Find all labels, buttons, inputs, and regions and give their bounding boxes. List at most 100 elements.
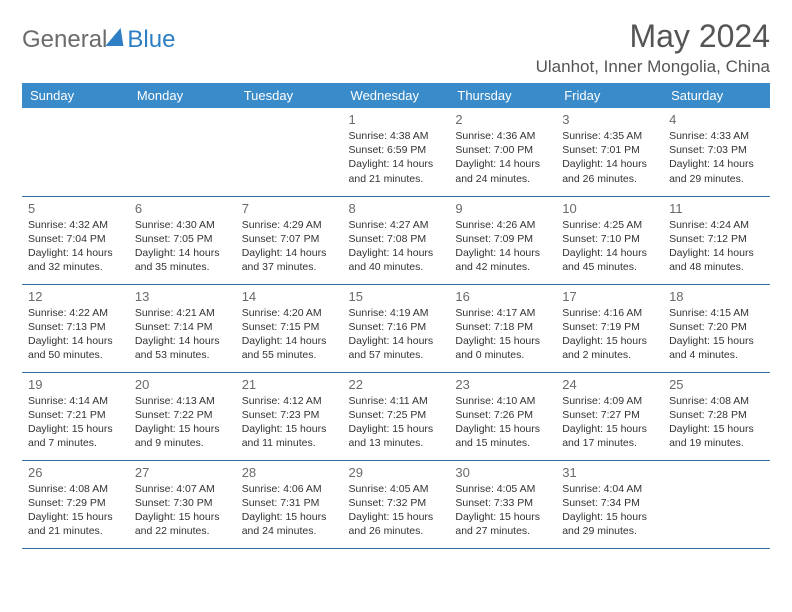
day-info: Sunrise: 4:21 AMSunset: 7:14 PMDaylight:…	[135, 306, 230, 363]
day-number: 23	[455, 377, 550, 392]
calendar-day-cell: 24Sunrise: 4:09 AMSunset: 7:27 PMDayligh…	[556, 372, 663, 460]
day-number: 20	[135, 377, 230, 392]
day-number: 19	[28, 377, 123, 392]
calendar-day-cell	[129, 108, 236, 196]
day-number: 5	[28, 201, 123, 216]
calendar-grid: SundayMondayTuesdayWednesdayThursdayFrid…	[22, 83, 770, 549]
calendar-day-cell: 22Sunrise: 4:11 AMSunset: 7:25 PMDayligh…	[343, 372, 450, 460]
calendar-day-cell: 26 Sunrise: 4:08 AMSunset: 7:29 PMDayligh…	[22, 460, 129, 548]
day-number: 25	[669, 377, 764, 392]
day-number: 27	[135, 465, 230, 480]
day-info: Sunrise: 4:19 AMSunset: 7:16 PMDaylight:…	[349, 306, 444, 363]
calendar-day-cell: 9Sunrise: 4:26 AMSunset: 7:09 PMDaylight…	[449, 196, 556, 284]
calendar-day-cell: 11Sunrise: 4:24 AMSunset: 7:12 PMDayligh…	[663, 196, 770, 284]
logo-triangle-icon	[106, 28, 127, 46]
calendar-day-cell	[22, 108, 129, 196]
day-info: Sunrise: 4:26 AMSunset: 7:09 PMDaylight:…	[455, 218, 550, 275]
logo-text-blue: Blue	[127, 26, 175, 54]
calendar-day-cell: 12Sunrise: 4:22 AMSunset: 7:13 PMDayligh…	[22, 284, 129, 372]
day-number: 4	[669, 112, 764, 127]
day-number: 26	[28, 465, 123, 480]
day-info: Sunrise: 4:33 AMSunset: 7:03 PMDaylight:…	[669, 129, 764, 186]
day-info: Sunrise: 4:12 AMSunset: 7:23 PMDaylight:…	[242, 394, 337, 451]
calendar-day-cell: 13 Sunrise: 4:21 AMSunset: 7:14 PMDayligh…	[129, 284, 236, 372]
day-info: Sunrise: 4:07 AMSunset: 7:30 PMDaylight:…	[135, 482, 230, 539]
day-number: 21	[242, 377, 337, 392]
page-header: General Blue May 2024 Ulanhot, Inner Mon…	[22, 18, 770, 77]
calendar-day-cell: 1 Sunrise: 4:38 AMSunset: 6:59 PMDaylight…	[343, 108, 450, 196]
calendar-day-cell: 18Sunrise: 4:15 AMSunset: 7:20 PMDayligh…	[663, 284, 770, 372]
day-header-cell: Monday	[129, 83, 236, 108]
day-number: 16	[455, 289, 550, 304]
calendar-day-cell: 28 Sunrise: 4:06 AMSunset: 7:31 PMDayligh…	[236, 460, 343, 548]
day-info: Sunrise: 4:22 AMSunset: 7:13 PMDaylight:…	[28, 306, 123, 363]
day-info: Sunrise: 4:11 AMSunset: 7:25 PMDaylight:…	[349, 394, 444, 451]
calendar-day-cell: 21 Sunrise: 4:12 AMSunset: 7:23 PMDayligh…	[236, 372, 343, 460]
calendar-day-cell: 7 Sunrise: 4:29 AMSunset: 7:07 PMDaylight…	[236, 196, 343, 284]
calendar-day-cell: 20 Sunrise: 4:13 AMSunset: 7:22 PMDayligh…	[129, 372, 236, 460]
day-number: 29	[349, 465, 444, 480]
day-info: Sunrise: 4:13 AMSunset: 7:22 PMDaylight:…	[135, 394, 230, 451]
day-number: 7	[242, 201, 337, 216]
calendar-day-cell: 6 Sunrise: 4:30 AMSunset: 7:05 PMDaylight…	[129, 196, 236, 284]
day-number: 14	[242, 289, 337, 304]
calendar-day-cell: 16 Sunrise: 4:17 AMSunset: 7:18 PMDayligh…	[449, 284, 556, 372]
day-number: 10	[562, 201, 657, 216]
calendar-week-row: 19Sunrise: 4:14 AMSunset: 7:21 PMDayligh…	[22, 372, 770, 460]
month-title: May 2024	[536, 18, 770, 55]
day-info: Sunrise: 4:06 AMSunset: 7:31 PMDaylight:…	[242, 482, 337, 539]
day-info: Sunrise: 4:10 AMSunset: 7:26 PMDaylight:…	[455, 394, 550, 451]
day-info: Sunrise: 4:36 AMSunset: 7:00 PMDaylight:…	[455, 129, 550, 186]
day-header-cell: Saturday	[663, 83, 770, 108]
day-info: Sunrise: 4:05 AMSunset: 7:33 PMDaylight:…	[455, 482, 550, 539]
day-info: Sunrise: 4:29 AMSunset: 7:07 PMDaylight:…	[242, 218, 337, 275]
day-info: Sunrise: 4:32 AMSunset: 7:04 PMDaylight:…	[28, 218, 123, 275]
day-header-row: SundayMondayTuesdayWednesdayThursdayFrid…	[22, 83, 770, 108]
day-number: 6	[135, 201, 230, 216]
day-info: Sunrise: 4:04 AMSunset: 7:34 PMDaylight:…	[562, 482, 657, 539]
day-info: Sunrise: 4:20 AMSunset: 7:15 PMDaylight:…	[242, 306, 337, 363]
day-number: 15	[349, 289, 444, 304]
calendar-day-cell: 31 Sunrise: 4:04 AMSunset: 7:34 PMDayligh…	[556, 460, 663, 548]
day-number: 8	[349, 201, 444, 216]
calendar-day-cell: 27 Sunrise: 4:07 AMSunset: 7:30 PMDayligh…	[129, 460, 236, 548]
day-info: Sunrise: 4:25 AMSunset: 7:10 PMDaylight:…	[562, 218, 657, 275]
day-number: 13	[135, 289, 230, 304]
day-info: Sunrise: 4:30 AMSunset: 7:05 PMDaylight:…	[135, 218, 230, 275]
day-info: Sunrise: 4:35 AMSunset: 7:01 PMDaylight:…	[562, 129, 657, 186]
day-info: Sunrise: 4:27 AMSunset: 7:08 PMDaylight:…	[349, 218, 444, 275]
day-info: Sunrise: 4:09 AMSunset: 7:27 PMDaylight:…	[562, 394, 657, 451]
calendar-week-row: 1 Sunrise: 4:38 AMSunset: 6:59 PMDaylight…	[22, 108, 770, 196]
day-info: Sunrise: 4:38 AMSunset: 6:59 PMDaylight:…	[349, 129, 444, 186]
calendar-day-cell: 15 Sunrise: 4:19 AMSunset: 7:16 PMDayligh…	[343, 284, 450, 372]
calendar-week-row: 5 Sunrise: 4:32 AMSunset: 7:04 PMDaylight…	[22, 196, 770, 284]
calendar-day-cell: 10 Sunrise: 4:25 AMSunset: 7:10 PMDayligh…	[556, 196, 663, 284]
day-number: 17	[562, 289, 657, 304]
day-header-cell: Friday	[556, 83, 663, 108]
day-info: Sunrise: 4:05 AMSunset: 7:32 PMDaylight:…	[349, 482, 444, 539]
calendar-day-cell: 4 Sunrise: 4:33 AMSunset: 7:03 PMDaylight…	[663, 108, 770, 196]
calendar-day-cell	[663, 460, 770, 548]
day-number: 31	[562, 465, 657, 480]
calendar-day-cell: 30 Sunrise: 4:05 AMSunset: 7:33 PMDayligh…	[449, 460, 556, 548]
calendar-day-cell: 3 Sunrise: 4:35 AMSunset: 7:01 PMDaylight…	[556, 108, 663, 196]
logo-text-general: General	[22, 26, 107, 54]
calendar-day-cell: 23 Sunrise: 4:10 AMSunset: 7:26 PMDayligh…	[449, 372, 556, 460]
calendar-day-cell: 2 Sunrise: 4:36 AMSunset: 7:00 PMDaylight…	[449, 108, 556, 196]
day-number: 3	[562, 112, 657, 127]
day-header-cell: Wednesday	[343, 83, 450, 108]
day-number: 28	[242, 465, 337, 480]
calendar-day-cell	[236, 108, 343, 196]
day-number: 30	[455, 465, 550, 480]
day-number: 18	[669, 289, 764, 304]
day-header-cell: Tuesday	[236, 83, 343, 108]
day-info: Sunrise: 4:08 AMSunset: 7:29 PMDaylight:…	[28, 482, 123, 539]
day-info: Sunrise: 4:17 AMSunset: 7:18 PMDaylight:…	[455, 306, 550, 363]
day-info: Sunrise: 4:08 AMSunset: 7:28 PMDaylight:…	[669, 394, 764, 451]
calendar-day-cell: 5 Sunrise: 4:32 AMSunset: 7:04 PMDaylight…	[22, 196, 129, 284]
day-number: 2	[455, 112, 550, 127]
day-header-cell: Thursday	[449, 83, 556, 108]
day-number: 1	[349, 112, 444, 127]
calendar-day-cell: 8 Sunrise: 4:27 AMSunset: 7:08 PMDaylight…	[343, 196, 450, 284]
location-label: Ulanhot, Inner Mongolia, China	[536, 57, 770, 77]
